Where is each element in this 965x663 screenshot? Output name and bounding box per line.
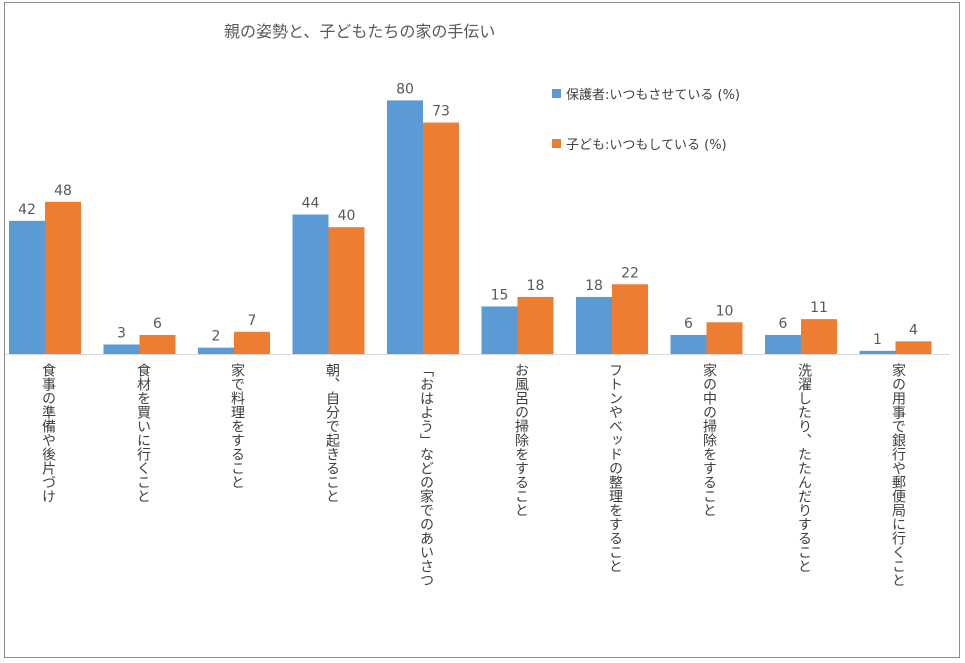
bar-series-1-cat-6 xyxy=(612,284,648,354)
data-label-series-0-cat-4: 80 xyxy=(396,81,414,97)
bar-series-0-cat-7 xyxy=(670,334,707,354)
x-tick-label-1: 食材を買いに行くこと xyxy=(135,363,151,503)
legend-item-series-0: 保護者:いつもさせている (%) xyxy=(552,84,740,103)
bar-series-0-cat-1 xyxy=(103,344,140,354)
data-label-series-1-cat-0: 48 xyxy=(54,183,72,199)
x-tick-label-0: 食事の準備や後片づけ xyxy=(40,363,56,503)
chart-title: 親の姿勢と、子どもたちの家の手伝い xyxy=(224,22,496,41)
data-label-series-0-cat-8: 6 xyxy=(779,316,788,332)
bar-series-1-cat-1 xyxy=(139,334,176,354)
legend-label-series-1: 子ども:いつもしている (%) xyxy=(566,138,727,153)
legend-swatch-series-1 xyxy=(552,139,561,148)
x-tick-label-6: フトンやベッドの整理をすること xyxy=(607,363,623,573)
data-label-series-0-cat-1: 3 xyxy=(117,325,126,341)
data-label-series-1-cat-9: 4 xyxy=(909,322,918,338)
bar-series-1-cat-3 xyxy=(328,227,365,354)
bar-series-1-cat-0 xyxy=(45,201,81,354)
x-tick-label-2: 家で料理をすること xyxy=(229,363,245,489)
bar-series-1-cat-7 xyxy=(706,322,743,354)
legend-swatch-series-0 xyxy=(552,89,561,98)
x-tick-label-9: 家の用事で銀行や郵便局に行くこと xyxy=(890,363,906,587)
data-label-series-1-cat-6: 22 xyxy=(621,265,639,281)
data-label-series-1-cat-2: 7 xyxy=(248,313,257,329)
bar-series-0-cat-9 xyxy=(859,350,896,354)
data-label-series-1-cat-8: 11 xyxy=(810,300,828,316)
bar-series-0-cat-3 xyxy=(292,214,329,354)
data-label-series-0-cat-9: 1 xyxy=(873,332,882,348)
bar-series-1-cat-4 xyxy=(423,122,459,354)
data-label-series-1-cat-3: 40 xyxy=(338,208,356,224)
bar-series-1-cat-9 xyxy=(895,341,932,354)
data-label-series-0-cat-7: 6 xyxy=(684,316,693,332)
bar-series-0-cat-4 xyxy=(387,100,423,355)
bar-series-1-cat-2 xyxy=(234,331,270,354)
bar-series-0-cat-8 xyxy=(765,334,801,354)
x-tick-label-4: 「おはよう」などの家でのあいさつ xyxy=(418,363,434,587)
data-label-series-1-cat-1: 6 xyxy=(153,316,162,332)
bar-series-0-cat-5 xyxy=(481,306,518,354)
data-label-series-0-cat-5: 15 xyxy=(491,287,509,303)
data-label-series-0-cat-2: 2 xyxy=(212,329,221,345)
bar-series-0-cat-0 xyxy=(9,220,45,354)
x-tick-label-7: 家の中の掃除をすること xyxy=(701,363,717,517)
data-label-series-0-cat-6: 18 xyxy=(585,278,603,294)
data-label-series-1-cat-7: 10 xyxy=(716,303,734,319)
x-tick-label-3: 朝、自分で起きること xyxy=(324,363,340,503)
bar-series-1-cat-8 xyxy=(801,319,837,354)
bar-series-0-cat-2 xyxy=(198,347,234,354)
data-label-series-1-cat-5: 18 xyxy=(527,278,545,294)
data-label-series-0-cat-3: 44 xyxy=(302,196,320,212)
x-tick-label-5: お風呂の掃除をすること xyxy=(513,363,529,517)
x-tick-label-8: 洗濯したり、たたんだりすること xyxy=(796,363,812,573)
data-label-series-1-cat-4: 73 xyxy=(432,104,450,120)
legend-label-series-0: 保護者:いつもさせている (%) xyxy=(566,88,741,103)
bar-series-0-cat-6 xyxy=(576,296,612,354)
legend-item-series-1: 子ども:いつもしている (%) xyxy=(552,134,727,153)
bar-series-1-cat-5 xyxy=(517,296,554,354)
data-label-series-0-cat-0: 42 xyxy=(18,202,36,218)
